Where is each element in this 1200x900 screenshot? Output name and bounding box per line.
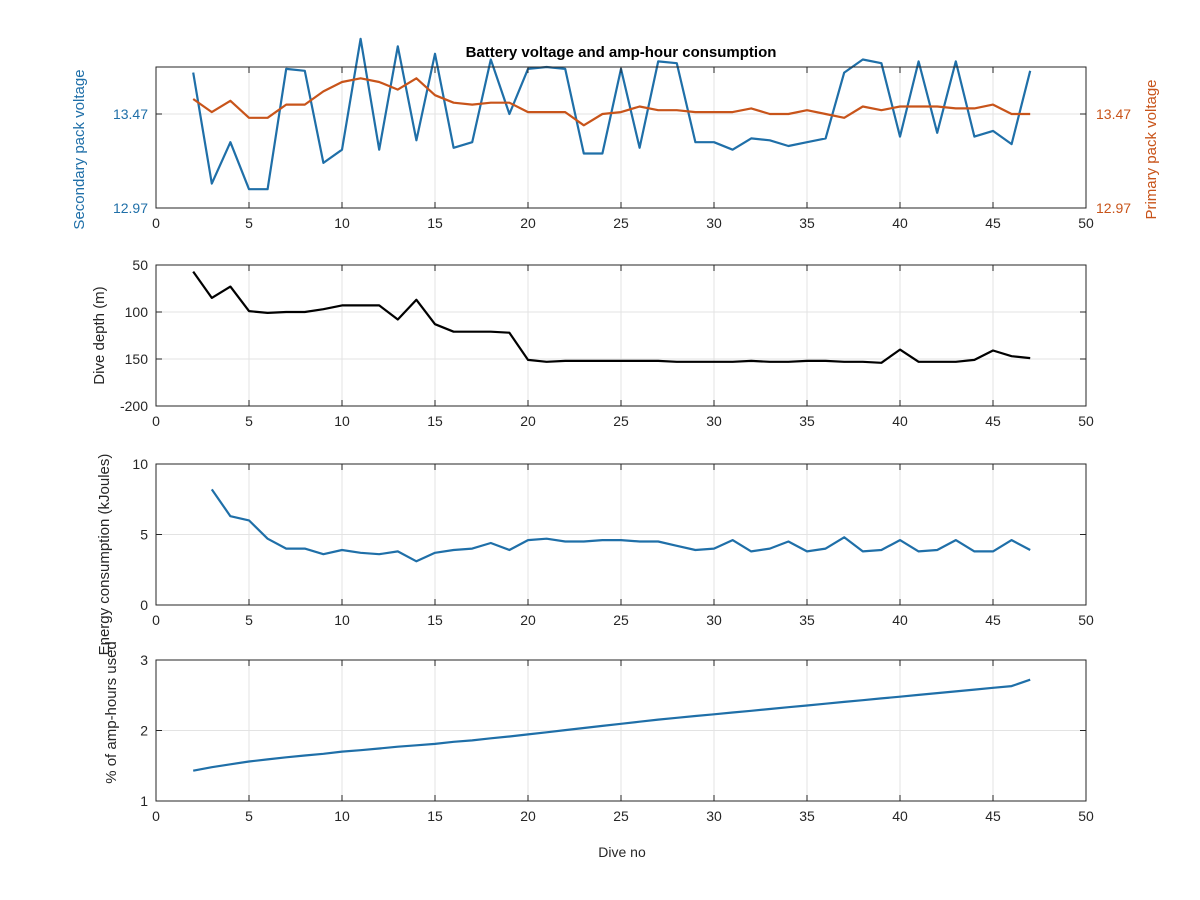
y-tick-label: 13.47	[113, 106, 148, 122]
x-tick-label: 35	[799, 215, 815, 231]
x-tick-label: 40	[892, 808, 908, 824]
x-tick-label: 15	[427, 612, 443, 628]
y-tick-label: 10	[132, 456, 148, 472]
subplots: 0 5 10 15 20 25 30 35 40 45 5012.9713.4712.9713.47…	[71, 37, 1160, 860]
x-tick-label: 35	[799, 413, 815, 429]
x-axis-label: Dive no	[598, 844, 646, 860]
y-tick-label: 150	[125, 351, 149, 367]
y-tick-label: 12.97	[113, 200, 148, 216]
x-tick-label: 10	[334, 808, 350, 824]
series-line-1	[192, 678, 1031, 772]
x-tick-label: 45	[985, 413, 1001, 429]
x-tick-label: 20	[520, 413, 536, 429]
series-line-1	[192, 37, 1032, 191]
series-line-1	[210, 488, 1031, 563]
subplot-3: 0 5 10 15 20 25 30 35 40 45 50 0 5 10 Energy consumpti…	[96, 454, 1094, 656]
x-tick-label: 30	[706, 215, 722, 231]
x-tick-label: 10	[334, 612, 350, 628]
x-tick-label: 0	[152, 612, 160, 628]
x-tick-label: 15	[427, 808, 443, 824]
x-tick-label: 30	[706, 413, 722, 429]
x-tick-label: 15	[427, 413, 443, 429]
x-tick-label: 25	[613, 413, 629, 429]
y-tick-label: 100	[125, 304, 149, 320]
x-tick-label: 20	[520, 612, 536, 628]
y-axis-label: Energy consumption (kJoules)	[96, 454, 113, 656]
subplot-2: 0 5 10 15 20 25 30 35 40 45 50 50 100 150 -200 Dive dep…	[91, 257, 1094, 429]
x-tick-label: 0	[152, 215, 160, 231]
x-tick-label: 45	[985, 215, 1001, 231]
x-tick-label: 40	[892, 215, 908, 231]
y-tick-label: 1	[140, 793, 148, 809]
series-line-1	[192, 270, 1031, 364]
x-tick-label: 50	[1078, 413, 1094, 429]
x-tick-label: 40	[892, 413, 908, 429]
y-axis-label: Secondary pack voltage	[71, 69, 88, 229]
x-tick-label: 50	[1078, 808, 1094, 824]
y-right-tick-label: 13.47	[1096, 106, 1131, 122]
y-right-axis-label: Primary pack voltage	[1143, 79, 1160, 219]
x-tick-label: 25	[613, 215, 629, 231]
y-right-tick-label: 12.97	[1096, 200, 1131, 216]
y-tick-label: 50	[132, 257, 148, 273]
x-tick-label: 10	[334, 413, 350, 429]
subplot-1: 0 5 10 15 20 25 30 35 40 45 5012.9713.4712.9713.47…	[71, 37, 1160, 231]
x-tick-label: 15	[427, 215, 443, 231]
x-tick-label: 35	[799, 612, 815, 628]
x-tick-label: 10	[334, 215, 350, 231]
x-tick-label: 45	[985, 612, 1001, 628]
x-tick-label: 5	[245, 215, 253, 231]
x-tick-label: 30	[706, 612, 722, 628]
x-tick-label: 5	[245, 413, 253, 429]
x-tick-label: 0	[152, 413, 160, 429]
x-tick-label: 50	[1078, 215, 1094, 231]
figure-title: Battery voltage and amp-hour consumption	[466, 44, 777, 61]
x-tick-label: 40	[892, 612, 908, 628]
x-tick-label: 0	[152, 808, 160, 824]
x-tick-label: 5	[245, 808, 253, 824]
y-tick-label: 5	[140, 527, 148, 543]
y-axis-label: Dive depth (m)	[91, 286, 108, 384]
x-tick-label: 45	[985, 808, 1001, 824]
x-tick-label: 20	[520, 808, 536, 824]
series-line-2	[192, 77, 1031, 127]
y-tick-label: 0	[140, 597, 148, 613]
subplot-4: 0 5 10 15 20 25 30 35 40 45 50 1 2 3 % of amp-hours us…	[103, 641, 1094, 860]
y-axis-label: % of amp-hours used	[103, 641, 120, 784]
x-tick-label: 35	[799, 808, 815, 824]
x-tick-label: 30	[706, 808, 722, 824]
x-tick-label: 25	[613, 808, 629, 824]
x-tick-label: 5	[245, 612, 253, 628]
x-tick-label: 25	[613, 612, 629, 628]
x-tick-label: 50	[1078, 612, 1094, 628]
y-tick-label: -200	[120, 398, 148, 414]
y-tick-label: 2	[140, 723, 148, 739]
x-tick-label: 20	[520, 215, 536, 231]
y-tick-label: 3	[140, 652, 148, 668]
